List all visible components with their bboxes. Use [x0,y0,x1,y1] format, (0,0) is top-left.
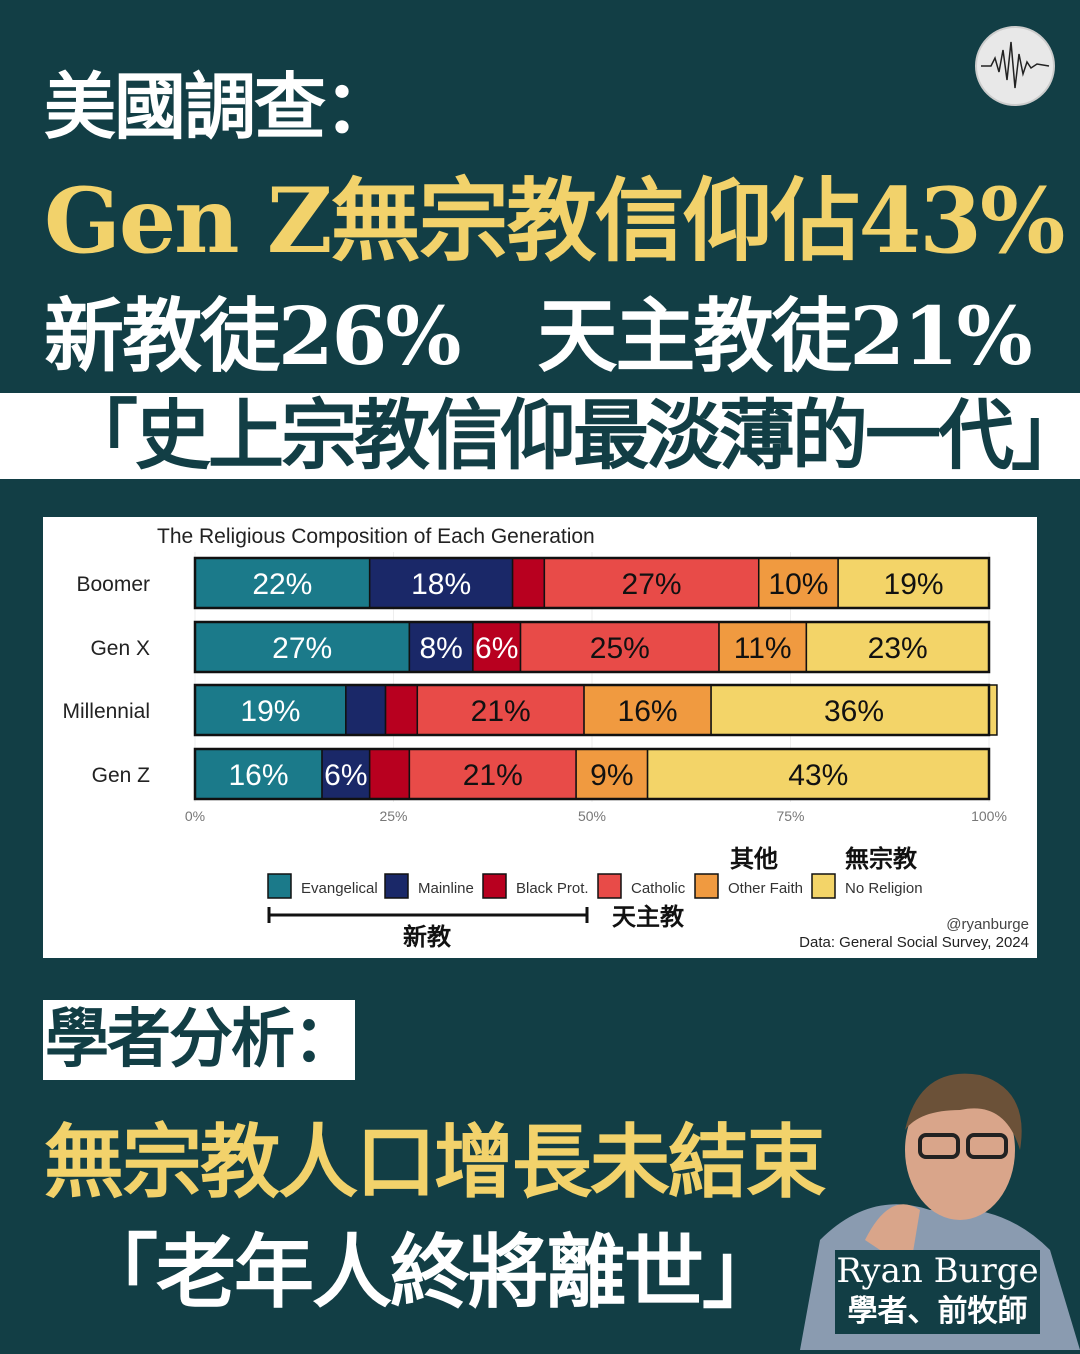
data-label: 43% [788,759,848,792]
data-label: 23% [868,632,928,665]
data-label: 8% [419,632,462,665]
legend-label: Catholic [631,880,686,897]
annotation-other: 其他 [730,844,778,873]
bar-segment [575,748,649,800]
data-label: 10% [768,568,828,601]
data-label: 22% [252,568,312,601]
analysis-label: 學者分析： [45,1002,357,1077]
banner: 「史上宗教信仰最淡薄的一代」 [0,393,1080,479]
legend-swatch [811,873,836,899]
banner-text: 「史上宗教信仰最淡薄的一代」 [62,391,1080,480]
x-tick-label: 0% [185,808,205,824]
data-label: 16% [228,759,288,792]
legend-swatch [694,873,719,899]
data-label: 18% [411,568,471,601]
person-caption: Ryan Burge 學者、前牧師 [835,1250,1040,1334]
analysis-label-box: 學者分析： [43,1000,357,1080]
category-label: Gen Z [92,764,151,787]
bar-outline [193,747,991,801]
data-label: 21% [471,695,531,728]
headline-line1: 美國調查： [44,64,396,149]
annotation-catholic: 天主教 [612,902,685,931]
chart: The Religious Composition of Each Genera… [43,517,1037,958]
bar-segment [194,557,371,609]
bar-segment [384,684,419,736]
legend-label: Other Faith [728,880,803,897]
bar-segment [194,684,347,736]
category-label: Boomer [76,573,150,596]
data-label: 27% [622,568,682,601]
chart-title: The Religious Composition of Each Genera… [157,525,595,548]
data-label: 6% [475,632,518,665]
x-tick-label: 50% [578,808,606,824]
x-tick-label: 25% [379,808,407,824]
bar-segment [321,748,371,800]
legend-label: Black Prot. [516,880,589,897]
legend-swatch [482,873,507,899]
annotation-none: 無宗教 [845,844,918,873]
person-name: Ryan Burge [836,1251,1039,1291]
chart-svg: The Religious Composition of Each Genera… [62,525,1029,951]
bar-segment [805,621,990,673]
annotation-protestant: 新教 [403,922,452,951]
chart-credit: @ryanburge [946,916,1029,933]
bar-segment [345,684,387,736]
chart-source: Data: General Social Survey, 2024 [799,934,1029,951]
bar-segment [194,748,323,800]
legend-swatch [267,873,292,899]
category-label: Gen X [90,637,150,660]
data-label: 19% [884,568,944,601]
data-label: 11% [734,632,792,665]
bar-segment [368,748,411,800]
legend-swatch [384,873,409,899]
analysis-line2: 「老年人終將離世」 [78,1225,782,1319]
data-label: 36% [824,695,884,728]
headline-line3: 新教徒26% 天主教徒21% [44,289,1033,383]
category-label: Millennial [62,700,150,723]
bar-outline [193,620,991,674]
bar-segment [718,621,808,673]
data-label: 19% [240,695,300,728]
legend-label: Evangelical [301,880,378,897]
data-label: 25% [590,632,650,665]
bar-outline [193,556,991,610]
bar-segment [511,557,546,609]
legend-label: No Religion [845,880,923,897]
data-label: 21% [463,759,523,792]
headline-line2: Gen Z無宗教信仰佔43% [44,168,1065,274]
x-tick-label: 75% [776,808,804,824]
analysis-line1: 無宗教人口增長未結束 [44,1115,826,1209]
data-label: 9% [590,759,633,792]
bar-outline [193,683,991,737]
waveform-icon [975,26,1055,106]
person-role: 學者、前牧師 [847,1294,1028,1329]
x-tick-label: 100% [971,808,1007,824]
legend-swatch [597,873,622,899]
bar-segment [408,748,577,800]
bar-segment [416,684,585,736]
bar-segment [194,621,411,673]
data-label: 27% [272,632,332,665]
legend-label: Mainline [418,880,474,897]
data-label: 16% [618,695,678,728]
data-label: 6% [324,759,367,792]
